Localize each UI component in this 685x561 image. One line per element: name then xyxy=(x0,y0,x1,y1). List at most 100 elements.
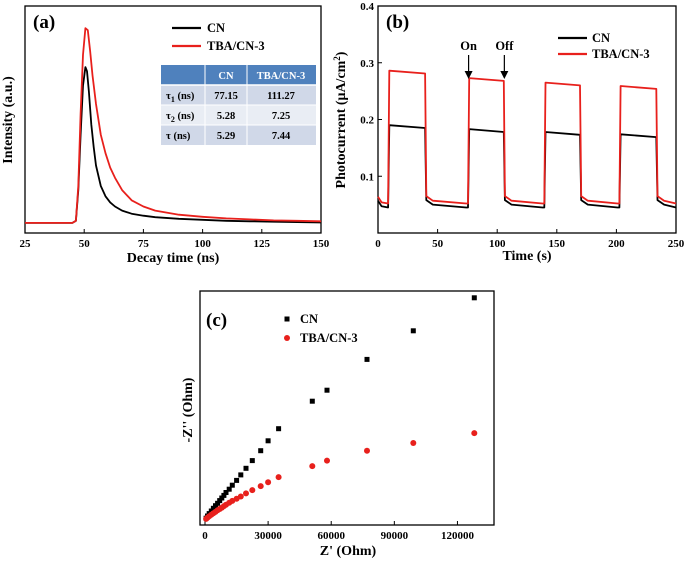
panel-b-arrow-head xyxy=(500,71,509,79)
panel-c-cn-point xyxy=(276,426,282,432)
panel-a-xtick-label: 50 xyxy=(79,238,91,250)
panel-c-cn-point xyxy=(219,495,225,501)
panel-a-xtick-label: 75 xyxy=(138,238,150,250)
table-row-3-cn: 5.29 xyxy=(217,131,235,142)
panel-b-ytick-label: 0.3 xyxy=(360,58,374,70)
table-row-2-cn: 5.28 xyxy=(217,111,235,122)
panel-b-label: (b) xyxy=(386,12,409,33)
panel-b-legend-tba: TBA/CN-3 xyxy=(592,47,650,61)
panel-c-legend-tba: TBA/CN-3 xyxy=(300,331,358,345)
panel-c-tba-point xyxy=(364,447,370,454)
panel-c-tba-point xyxy=(257,483,264,490)
panel-c-cn-point xyxy=(258,448,264,454)
panel-c-cn-point xyxy=(217,498,223,504)
panel-c-tba-point xyxy=(309,463,316,470)
panel-c-xtick-label: 0 xyxy=(202,530,208,542)
table-row-3-label: τ (ns) xyxy=(166,131,191,142)
panel-b-annotation-off: Off xyxy=(495,39,514,53)
panel-c-cn-point xyxy=(471,295,477,301)
panel-c-tba-point xyxy=(265,479,272,486)
panel-b-xtick-label: 100 xyxy=(489,238,506,250)
panel-b-xtick-label: 0 xyxy=(375,238,381,250)
panel-c-cn-point xyxy=(221,492,227,498)
table-row-1-label: τ1 (ns) xyxy=(166,91,195,104)
panel-c-cn-point xyxy=(215,500,221,506)
panel-c-cn-point xyxy=(238,472,244,478)
table-header-tba: TBA/CN-3 xyxy=(257,71,305,82)
panel-c-cn-point xyxy=(249,458,255,464)
panel-c-cn-point xyxy=(364,356,370,362)
panel-c-cn-point xyxy=(234,477,240,483)
table-row-2-label: τ2 (ns) xyxy=(166,111,195,124)
table-row-3-bg xyxy=(161,125,316,145)
panel-b-ytick-label: 0.2 xyxy=(360,115,374,127)
panel-a-frame xyxy=(24,5,322,234)
panel-b-arrow-head xyxy=(464,71,473,79)
panel-c-cn-point xyxy=(324,387,330,393)
panel-a-xtick-label: 150 xyxy=(313,238,330,250)
panel-c-tba-point xyxy=(471,430,478,437)
panel-b-legend-cn: CN xyxy=(592,31,610,45)
panel-c-tba-point xyxy=(324,457,330,464)
panel-c-legend-cn: CN xyxy=(300,312,318,326)
panel-b-xtick-label: 200 xyxy=(608,238,625,250)
panel-c-cn-point xyxy=(410,328,416,334)
panel-c-xtick-label: 120000 xyxy=(441,530,475,542)
panel-c-tba-point xyxy=(410,440,417,446)
panel-b-series-tba xyxy=(377,69,677,205)
panel-b-ylabel: Photocurrent (μA/cm2) xyxy=(332,51,349,188)
panel-b-photocurrent: (b) 0 50 100 150 200 250 0.1 0.2 0.3 0.4 On Off Ti… xyxy=(332,1,685,264)
panel-c-xtick-label: 90000 xyxy=(381,530,409,542)
lifetime-table: CN TBA/CN-3 τ1 (ns) 77.15 111.27 τ2 (ns)… xyxy=(161,65,316,145)
panel-b-xtick-label: 250 xyxy=(668,238,685,250)
table-row-2-tba: 7.25 xyxy=(272,111,290,122)
panel-c-tba-point xyxy=(249,487,256,494)
table-row-1-cn: 77.15 xyxy=(214,91,238,102)
panel-c-xlabel: Z' (Ohm) xyxy=(320,544,377,559)
table-header-cn: CN xyxy=(218,71,234,82)
panel-c-xtick-label: 30000 xyxy=(254,530,282,542)
panel-a-decay: (a) 25 50 75 100 125 150 Decay time (ns) Inte… xyxy=(1,5,330,266)
table-row-3-tba: 7.44 xyxy=(272,131,291,142)
panel-a-series-cn xyxy=(25,66,322,224)
panel-a-legend-cn: CN xyxy=(207,21,225,35)
panel-a-ylabel: Intensity (a.u.) xyxy=(1,76,16,164)
panel-a-legend-tba: TBA/CN-3 xyxy=(207,39,265,53)
panel-b-frame xyxy=(377,5,677,234)
table-header-bg xyxy=(161,65,316,85)
panel-c-legend-cn-marker xyxy=(284,316,290,322)
panel-a-xlabel: Decay time (ns) xyxy=(127,251,220,266)
panel-c-cn-point xyxy=(309,398,315,404)
panel-c-tba-point xyxy=(243,490,249,497)
table-row-1-tba: 111.27 xyxy=(267,91,295,102)
panel-a-xtick-label: 100 xyxy=(194,238,211,250)
table-row-2-bg xyxy=(161,105,316,125)
table-row-1-bg xyxy=(161,85,316,105)
panel-c-tba-point xyxy=(275,474,282,481)
panel-b-xlabel: Time (s) xyxy=(502,249,551,264)
panel-c-frame xyxy=(199,290,495,526)
panel-b-series-cn xyxy=(377,124,677,209)
panel-a-series-tba xyxy=(25,27,322,224)
panel-c-cn-point xyxy=(208,508,214,514)
panel-c-cn-point xyxy=(210,505,216,511)
panel-a-xtick-label: 125 xyxy=(254,238,271,250)
panel-c-xtick-label: 60000 xyxy=(317,530,345,542)
panel-c-cn-point xyxy=(223,490,229,495)
panel-c-legend-tba-marker xyxy=(284,335,290,341)
panel-a-xtick-label: 25 xyxy=(20,238,32,250)
panel-c-label: (c) xyxy=(206,310,227,331)
panel-c-cn-point xyxy=(229,482,235,488)
panel-b-xtick-label: 150 xyxy=(549,238,566,250)
panel-b-ytick-label: 0.1 xyxy=(360,171,374,183)
panel-b-annotation-on: On xyxy=(460,39,477,53)
panel-c-ylabel: -Z'' (Ohm) xyxy=(181,377,196,442)
panel-b-ytick-label: 0.4 xyxy=(360,1,374,13)
panel-a-label: (a) xyxy=(33,12,55,33)
panel-c-tba-point xyxy=(237,493,244,500)
panel-c-cn-point xyxy=(265,438,271,444)
panel-c-cn-point xyxy=(243,465,249,471)
panel-c-cn-point xyxy=(226,486,232,492)
panel-b-xtick-label: 50 xyxy=(432,238,444,250)
